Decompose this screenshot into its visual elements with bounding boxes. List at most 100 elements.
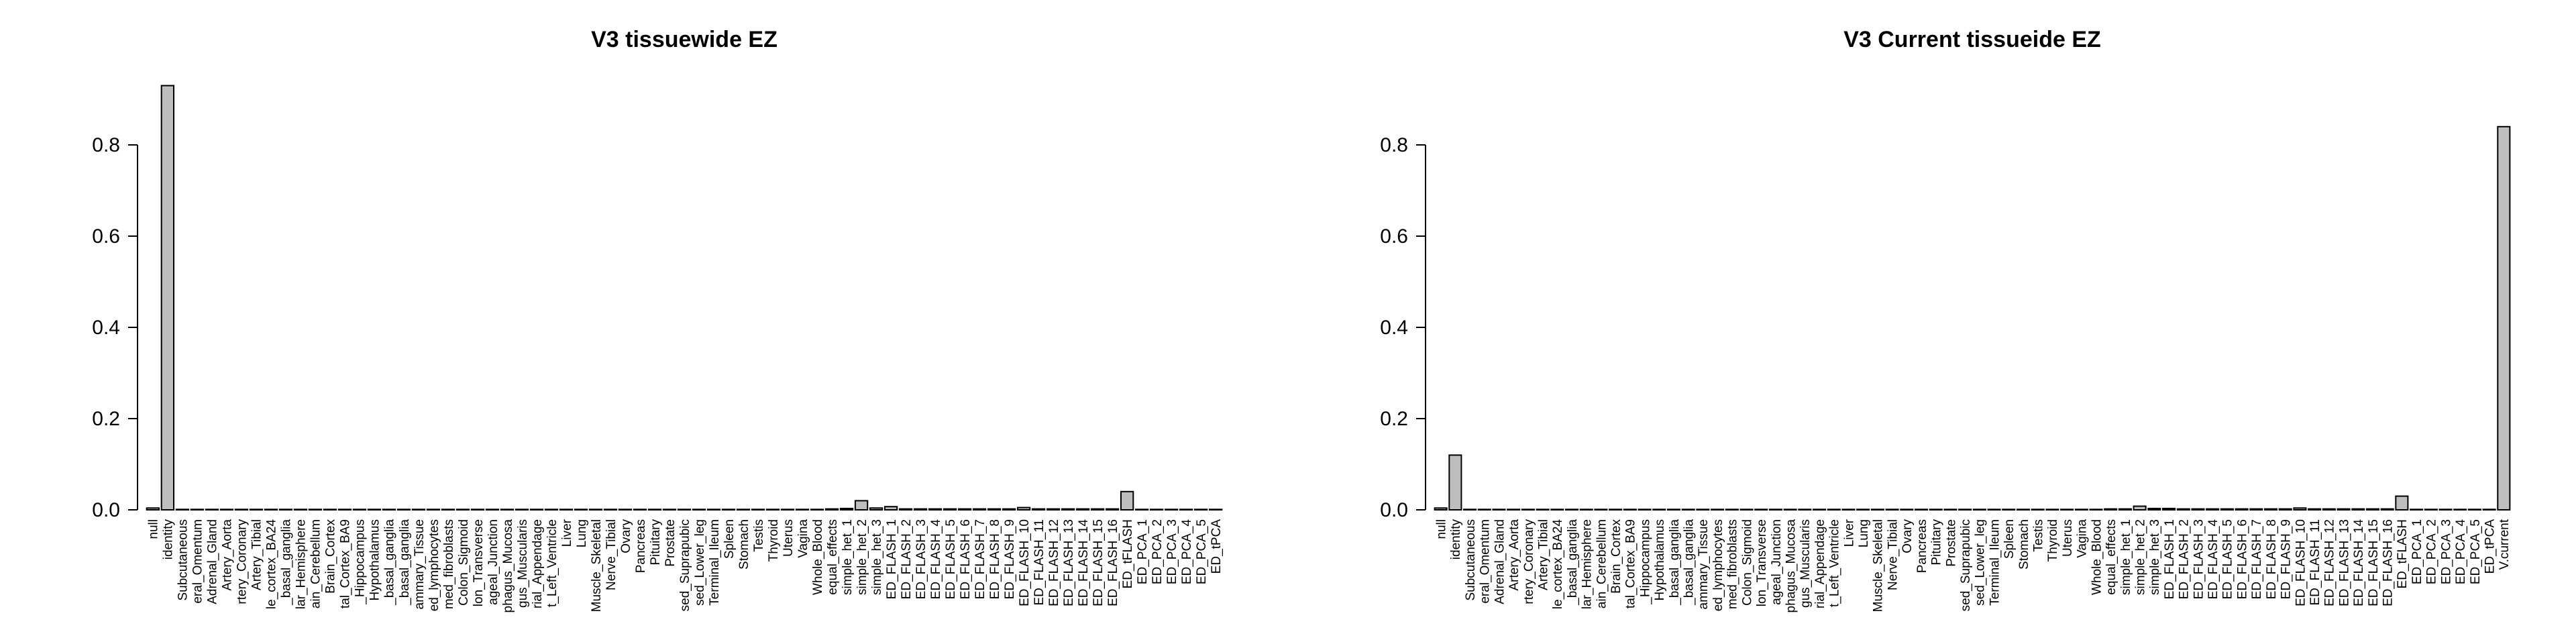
y-tick-label: 0.4 (1380, 317, 1408, 339)
right-chart-panel: 0.0 0.2 0.4 0.6 0.8 null identity Subcutaneous e… (1288, 0, 2576, 644)
bar (1594, 508, 1608, 511)
x-tick-label: V.current (2498, 519, 2512, 570)
x-tick-label: Ovary (1900, 519, 1915, 553)
bar (1609, 508, 1623, 511)
bar (1564, 508, 1579, 511)
x-tick-label: t_Left_Ventricle (1828, 519, 1842, 607)
x-tick-label: sed_Suprapubic (678, 519, 692, 611)
x-tick-label: eral_Omentum (191, 519, 205, 604)
bar (1536, 508, 1550, 511)
bar (869, 507, 883, 511)
bar (455, 508, 470, 511)
bar (2162, 507, 2176, 511)
y-tick-label: 0.0 (1380, 499, 1408, 521)
bar (2380, 508, 2394, 511)
x-tick-label: Lung (1857, 519, 1871, 547)
y-tick-label: 0.2 (1380, 408, 1408, 430)
x-tick-label: _Hippocampus (1638, 519, 1652, 605)
bar (2453, 508, 2467, 511)
bar (1900, 508, 1914, 511)
x-tick-label: rial_Appendage (1813, 519, 1827, 608)
bar (751, 508, 765, 511)
bar (1666, 508, 1681, 511)
x-tick-label: eral_Omentum (1479, 519, 1493, 604)
x-tick-label: simple_het_1 (841, 519, 855, 595)
x-tick-label: ed_lymphocytes (427, 519, 441, 611)
x-tick-label: ED_FLASH_1 (2163, 519, 2177, 599)
right-chart-title: V3 Current tissueide EZ (1843, 27, 2101, 52)
bar (1179, 508, 1193, 511)
bar (1739, 508, 1754, 511)
bar (249, 508, 264, 511)
x-tick-label: lar_Hemisphere (1580, 519, 1595, 609)
bar (588, 508, 603, 511)
x-tick-label: Ovary (619, 519, 633, 553)
x-tick-label: sed_Lower_leg (693, 519, 707, 606)
x-tick-label: Liver (1842, 519, 1856, 547)
bar (470, 508, 485, 511)
x-tick-label: Pancreas (634, 519, 648, 573)
bar (352, 508, 367, 511)
x-tick-label: ED_PCA_3 (1165, 519, 1179, 584)
x-tick-label: ED_PCA_5 (1195, 519, 1209, 584)
bar (1841, 508, 1856, 511)
bar (411, 508, 426, 511)
bar (234, 508, 249, 511)
x-tick-label: Muscle_Skeletal (590, 519, 604, 612)
x-tick-label: _basal_ganglia (383, 519, 397, 606)
x-tick-label: simple_het_3 (870, 519, 884, 595)
bar (603, 508, 618, 511)
x-tick-label: Pancreas (1915, 519, 1929, 573)
x-tick-label: ED_FLASH_3 (914, 519, 928, 599)
bar (323, 508, 337, 511)
x-tick-label: Colon_Sigmoid (457, 519, 471, 606)
bar (1652, 508, 1666, 511)
bar (2424, 508, 2438, 511)
bar (972, 508, 987, 511)
x-tick-label: simple_het_1 (2119, 519, 2133, 595)
x-tick-label: ED_FLASH_2 (900, 519, 914, 599)
x-tick-label: Whole_Blood (811, 519, 825, 595)
bar (382, 508, 396, 511)
bar (574, 508, 588, 511)
x-tick-label: Pituitary (1930, 519, 1944, 566)
x-tick-label: le_cortex_BA24 (1551, 519, 1565, 610)
x-tick-label: sed_Suprapubic (1959, 519, 1973, 611)
x-tick-label: ED_FLASH_1 (885, 519, 899, 599)
y-tick-label: 0.4 (92, 317, 120, 339)
x-tick-label: ED_PCA_1 (2410, 519, 2424, 584)
x-tick-label: ED_PCA_5 (2469, 519, 2483, 584)
bar (1929, 508, 1943, 511)
bar (2074, 508, 2088, 511)
x-tick-label: ED_tFLASH (1121, 519, 1135, 588)
y-tick-label: 0.8 (92, 134, 120, 156)
bar (308, 508, 323, 511)
bar (1623, 508, 1637, 511)
bar (559, 508, 574, 511)
bar (2060, 508, 2074, 511)
bar (883, 506, 898, 511)
x-tick-label: _basal_ganglia (1668, 519, 1682, 606)
x-tick-label: Spleen (722, 519, 737, 559)
x-tick-label: ED_FLASH_2 (2178, 519, 2192, 599)
x-tick-label: ageal_Junction (486, 519, 500, 605)
bar (1768, 508, 1782, 511)
bar (160, 85, 175, 511)
bar (2045, 508, 2059, 511)
x-tick-label: identity (1449, 519, 1463, 560)
x-tick-label: ED_FLASH_9 (1003, 519, 1017, 599)
bar (2104, 508, 2118, 511)
bar (780, 508, 795, 511)
bar (1550, 508, 1564, 511)
bar (278, 508, 293, 511)
bar (1492, 508, 1506, 511)
bar (2133, 505, 2147, 511)
bar (721, 508, 736, 511)
bar (1711, 508, 1725, 511)
x-tick-label: ED_tFLASH (2396, 519, 2410, 588)
x-tick-label: lar_Hemisphere (294, 519, 309, 609)
x-tick-label: ain_Cerebellum (1595, 519, 1609, 608)
bar (1193, 508, 1208, 511)
x-tick-label: _basal_ganglia (280, 519, 294, 606)
